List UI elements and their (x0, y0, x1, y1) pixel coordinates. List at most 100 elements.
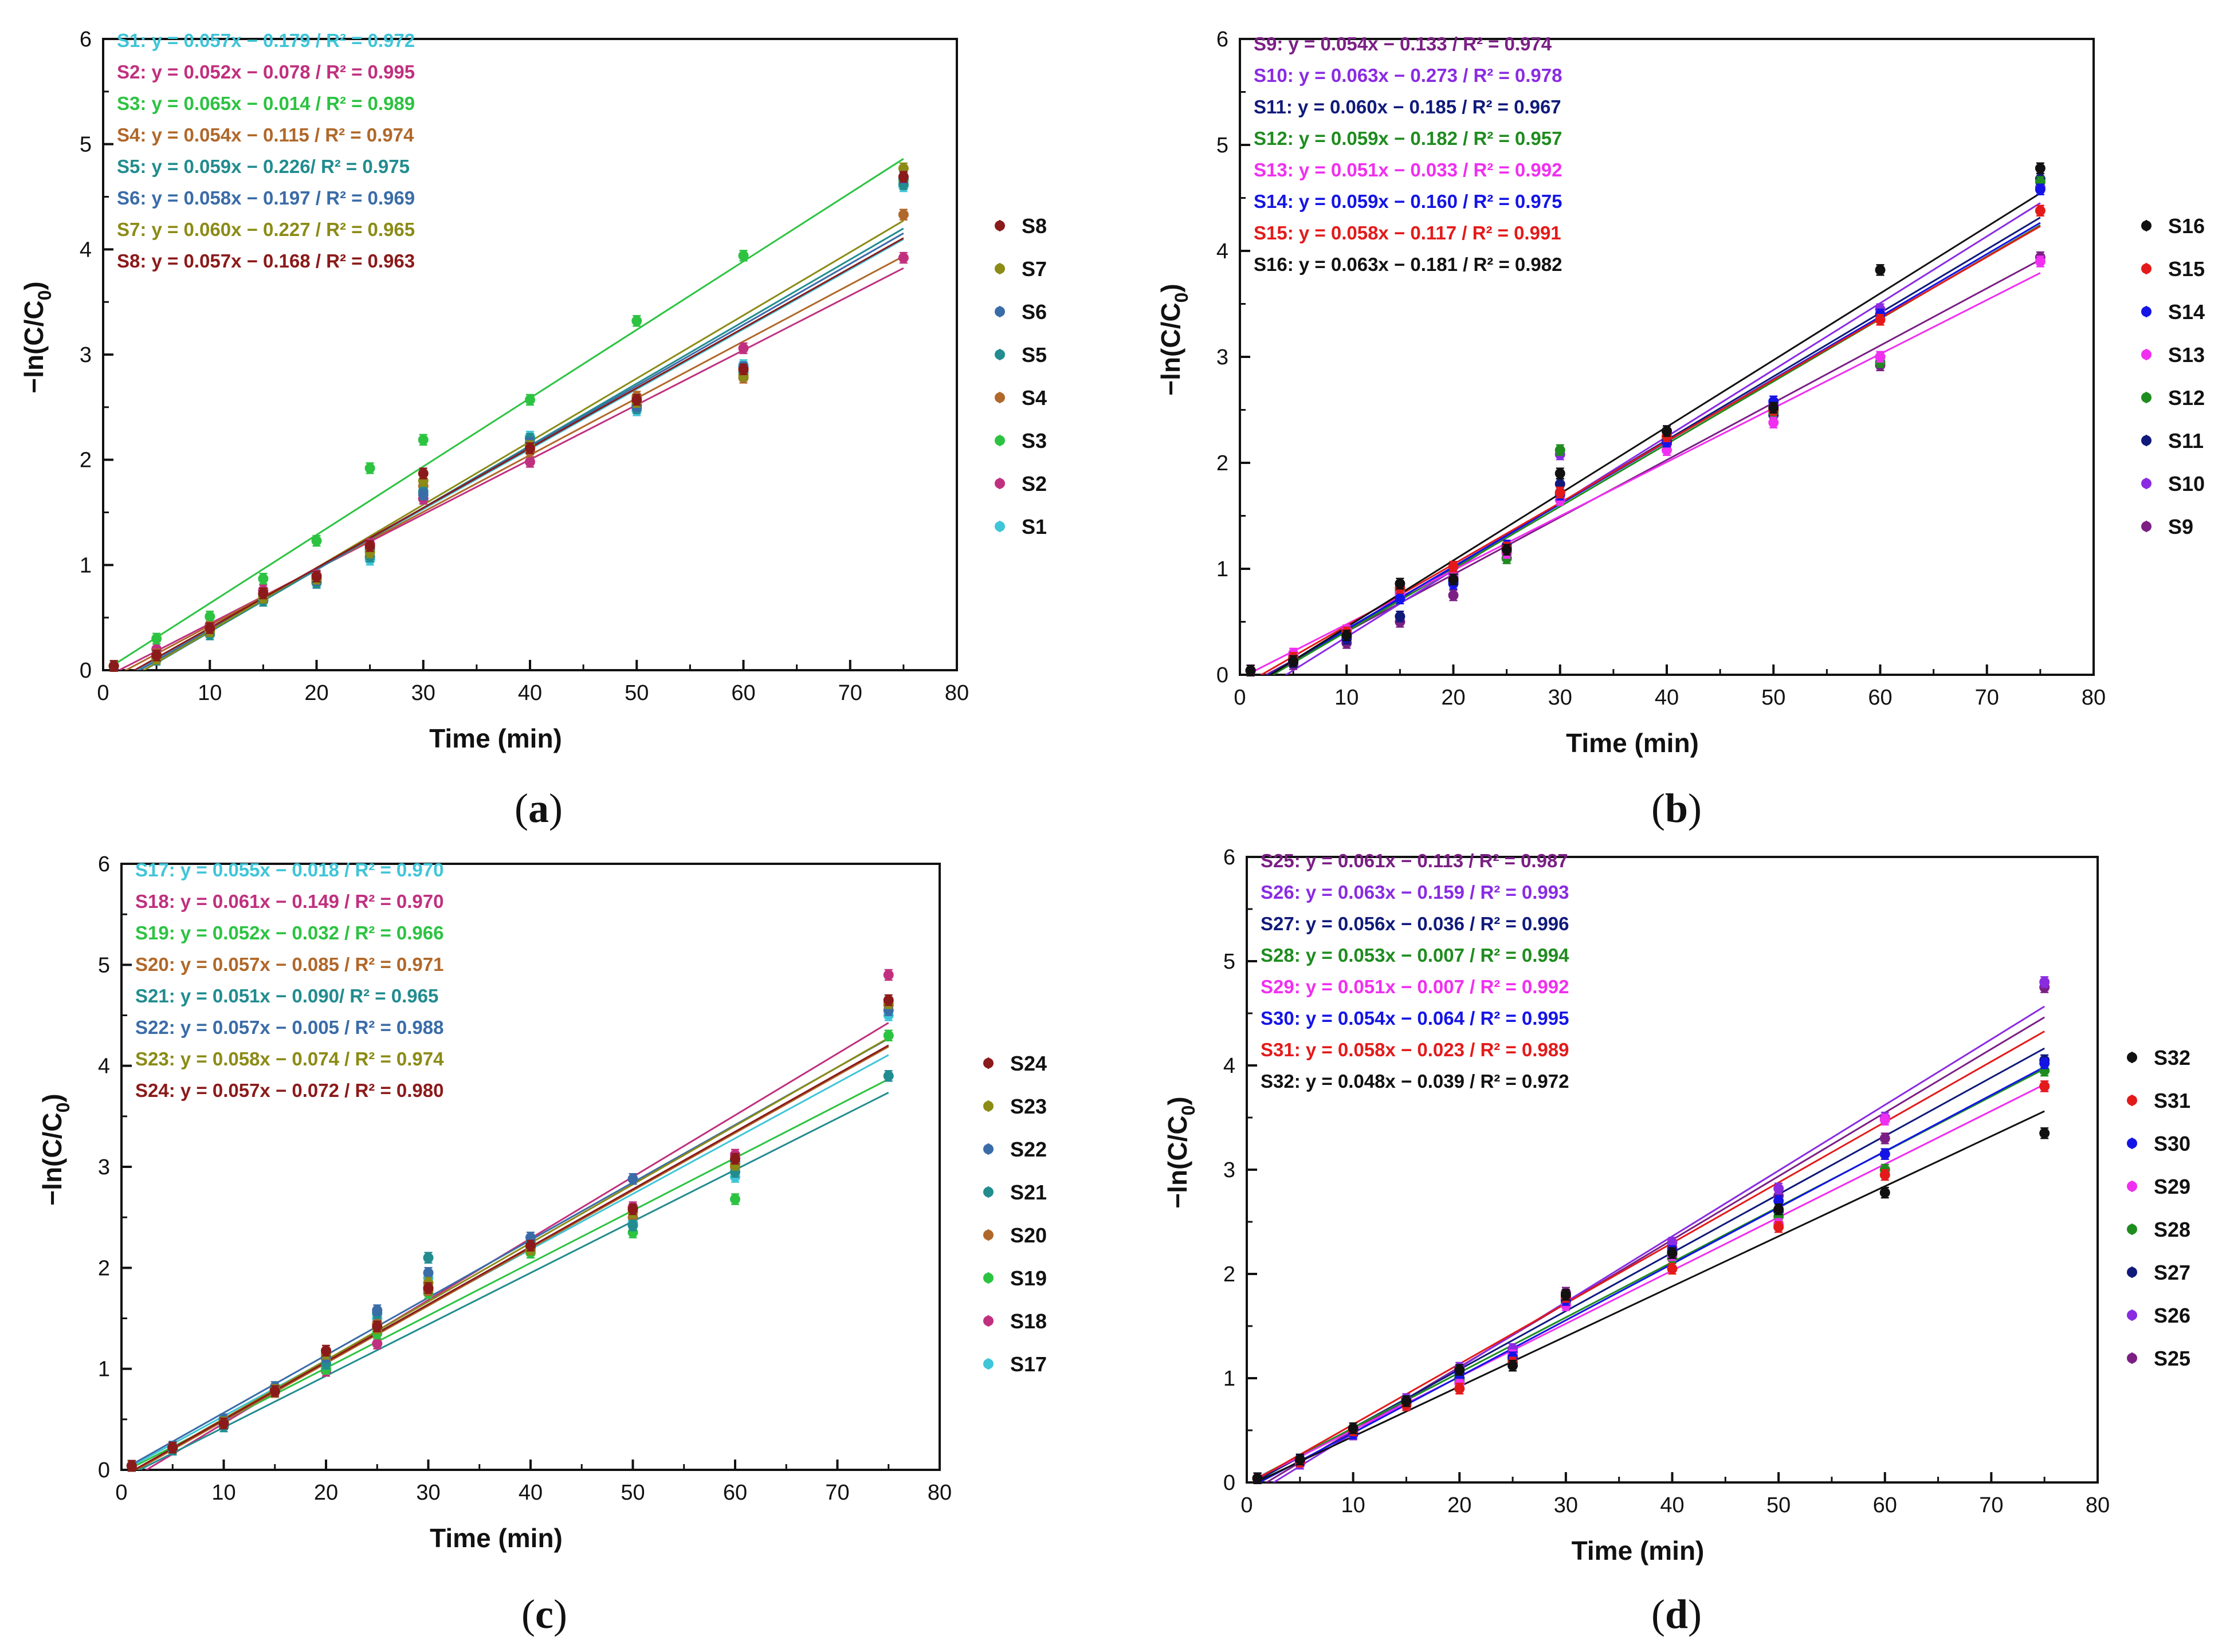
fit-line-s2 (117, 267, 904, 670)
data-point (2035, 163, 2046, 174)
y-tick-label: 0 (80, 659, 92, 683)
data-point (2035, 205, 2046, 216)
equation-s20: S20: y = 0.057x − 0.085 / R² = 0.971 (135, 954, 443, 975)
data-point (423, 1268, 434, 1279)
equation-s17: S17: y = 0.055x − 0.018 / R² = 0.970 (135, 859, 443, 880)
data-point (525, 443, 535, 454)
legend-marker (2141, 221, 2152, 231)
chart-panel-d: 0 10 20 30 40 50 60 70 80 0 1 2 3 4 5 6 Time (min) −ln(C/… (1163, 845, 2190, 1637)
y-tick-label: 3 (1223, 1158, 1235, 1182)
x-tick-label: 0 (115, 1481, 127, 1505)
data-point (730, 1153, 740, 1164)
legend-item-s28: S28 (2127, 1218, 2190, 1241)
legend-marker (2141, 263, 2152, 274)
legend-label: S11 (2168, 429, 2204, 453)
data-point (1667, 1248, 1678, 1258)
y-tick-label: 3 (80, 343, 92, 367)
data-point (423, 1283, 434, 1293)
data-point (1879, 1114, 1890, 1125)
data-point (126, 1460, 137, 1471)
legend-label: S9 (2168, 515, 2193, 538)
x-tick-label: 10 (1341, 1493, 1365, 1517)
x-tick-label: 60 (723, 1481, 747, 1505)
data-point (364, 541, 375, 552)
data-point (1768, 417, 1779, 428)
legend-marker (2127, 1310, 2137, 1320)
legend-item-s18: S18 (983, 1309, 1047, 1333)
data-point (1667, 1263, 1678, 1274)
legend-marker (983, 1316, 994, 1326)
data-point (1294, 1454, 1305, 1465)
equation-s15: S15: y = 0.058x − 0.117 / R² = 0.991 (1254, 222, 1561, 243)
data-point (2039, 1058, 2050, 1069)
fit-line-s19 (131, 1078, 889, 1469)
legend-marker (995, 306, 1005, 317)
legend-item-s29: S29 (2127, 1175, 2190, 1198)
panel-caption: (b) (1651, 785, 1702, 831)
data-point (631, 394, 642, 405)
legend-item-s19: S19 (983, 1266, 1047, 1290)
panel-caption: (c) (521, 1591, 567, 1637)
x-tick-label: 40 (519, 1481, 543, 1505)
data-point (151, 633, 162, 644)
y-tick-label: 0 (1223, 1471, 1235, 1495)
equation-s9: S9: y = 0.054x − 0.133 / R² = 0.974 (1254, 33, 1552, 54)
data-point (898, 171, 909, 182)
y-tick-label: 6 (98, 852, 110, 876)
legend-label: S6 (1022, 300, 1047, 324)
x-tick-label: 30 (1548, 686, 1572, 710)
data-point (883, 995, 894, 1006)
y-tick-label: 5 (1223, 950, 1235, 974)
fit-line-s30 (1257, 1066, 2045, 1482)
equation-s29: S29: y = 0.051x − 0.007 / R² = 0.992 (1261, 976, 1569, 997)
legend-marker (2127, 1224, 2137, 1234)
data-point (1773, 1222, 1784, 1233)
fit-line-s10 (1284, 202, 2041, 675)
equation-s25: S25: y = 0.061x − 0.113 / R² = 0.987 (1261, 850, 1568, 871)
data-point (1288, 655, 1299, 666)
y-tick-label: 5 (98, 953, 110, 977)
legend-item-s31: S31 (2127, 1089, 2190, 1112)
legend-label: S25 (2154, 1347, 2190, 1370)
legend-marker (2141, 435, 2152, 446)
data-point (898, 253, 909, 263)
equation-s8: S8: y = 0.057x − 0.168 / R² = 0.963 (117, 250, 415, 272)
data-point (1554, 445, 1565, 455)
chart-panel-b: 0 10 20 30 40 50 60 70 80 0 1 2 3 4 5 6 Time (min) −ln(C/… (1156, 27, 2205, 831)
equation-s32: S32: y = 0.048x − 0.039 / R² = 0.972 (1261, 1071, 1569, 1092)
legend-item-s21: S21 (983, 1181, 1047, 1204)
y-tick-label: 2 (1216, 451, 1228, 475)
x-tick-label: 80 (928, 1481, 952, 1505)
y-tick-label: 5 (80, 133, 92, 157)
series-s13 (1245, 255, 2046, 676)
legend-item-s2: S2 (995, 472, 1047, 495)
y-tick-label: 1 (1223, 1367, 1235, 1391)
legend-item-s12: S12 (2141, 386, 2205, 410)
data-point (418, 434, 429, 445)
legend-label: S27 (2154, 1261, 2190, 1284)
legend-marker (983, 1058, 994, 1068)
x-tick-label: 10 (211, 1481, 235, 1505)
legend-marker (983, 1359, 994, 1369)
legend-item-s15: S15 (2141, 257, 2205, 281)
equation-s4: S4: y = 0.054x − 0.115 / R² = 0.974 (117, 124, 414, 145)
legend-item-s8: S8 (995, 214, 1047, 238)
legend-label: S10 (2168, 472, 2205, 495)
panel-caption: (a) (515, 785, 563, 831)
x-tick-label: 60 (1868, 686, 1892, 710)
legend-label: S12 (2168, 386, 2205, 410)
legend-marker (995, 263, 1005, 274)
data-point (1554, 487, 1565, 498)
y-axis-title: −ln(C/C0) (1163, 1096, 1199, 1208)
data-point (1879, 1133, 1890, 1144)
y-tick-label: 6 (80, 27, 92, 52)
series-s16 (1245, 162, 2046, 676)
data-point (2039, 977, 2050, 988)
data-point (1501, 544, 1512, 555)
x-tick-label: 60 (1873, 1493, 1897, 1517)
series-s32 (1252, 1127, 2050, 1484)
x-axis-title: Time (min) (1566, 728, 1699, 758)
equation-s3: S3: y = 0.065x − 0.014 / R² = 0.989 (117, 93, 415, 114)
data-point (1773, 1204, 1784, 1215)
legend-item-s3: S3 (995, 429, 1047, 453)
